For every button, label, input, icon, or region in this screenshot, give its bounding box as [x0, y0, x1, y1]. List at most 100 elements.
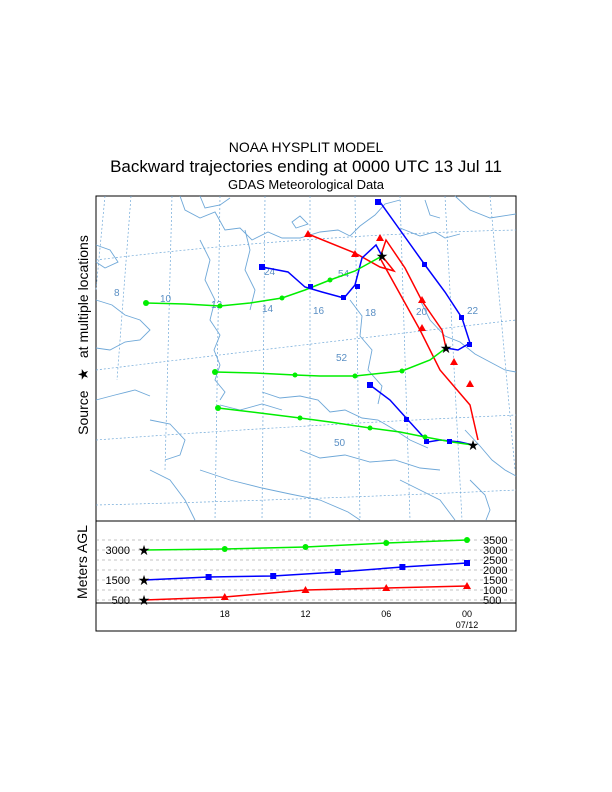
- red-marker: [450, 358, 458, 365]
- time-tick-label: 06: [381, 609, 391, 619]
- date-label: 07/12: [456, 620, 479, 630]
- right-height-tick: 2000: [483, 565, 507, 577]
- height-frame: [95, 520, 517, 632]
- start-star-icon: ★: [138, 592, 151, 608]
- lat-label: 50: [334, 438, 346, 449]
- green-marker: [367, 425, 373, 431]
- lat-label: 52: [336, 353, 348, 364]
- blue-marker: [424, 439, 429, 444]
- red-marker: [466, 380, 474, 387]
- left-height-ticks: 3000 1500 500: [106, 545, 130, 607]
- height-point: [382, 584, 391, 591]
- height-series: ★ ★ ★: [138, 537, 471, 608]
- height-point: [205, 574, 212, 580]
- source-star-icon: ★: [467, 437, 480, 453]
- blue-marker: [308, 284, 313, 289]
- red-marker: [351, 250, 359, 257]
- red-marker: [418, 324, 426, 331]
- blue-marker: [355, 284, 360, 289]
- coastlines-and-borders: [95, 195, 517, 521]
- red-marker: [376, 234, 384, 241]
- chart-title: Backward trajectories ending at 0000 UTC…: [110, 157, 502, 176]
- blue-marker: [467, 342, 472, 347]
- red-marker: [418, 296, 426, 303]
- lon-label: 8: [114, 288, 120, 299]
- red-marker: [304, 230, 312, 237]
- trajectory-blue-north: [261, 243, 383, 299]
- green-marker: [217, 303, 223, 309]
- blue-marker: [422, 262, 427, 267]
- trajectory-lines: [145, 201, 479, 446]
- source-text: Source: [75, 390, 91, 435]
- height-point: [383, 540, 390, 546]
- map-grid: [95, 195, 517, 521]
- right-height-tick: 1000: [483, 585, 507, 597]
- source-star-icon: ★: [75, 368, 91, 381]
- height-point: [464, 537, 470, 543]
- height-point: [464, 560, 470, 566]
- right-height-tick: 1500: [483, 575, 507, 587]
- blue-marker: [459, 315, 464, 320]
- lon-label: 16: [313, 306, 325, 317]
- lon-label: 20: [416, 307, 428, 318]
- green-marker: [327, 277, 333, 283]
- green-marker: [143, 300, 149, 306]
- blue-marker: [375, 199, 381, 205]
- lon-label: 18: [365, 308, 377, 319]
- trajectory-red-north: [307, 233, 397, 273]
- green-marker: [352, 373, 358, 379]
- green-marker: [279, 295, 285, 301]
- height-axis-label: Meters AGL: [74, 525, 90, 599]
- trajectory-green-south: [217, 407, 474, 446]
- height-point: [334, 569, 341, 575]
- height-point: [399, 564, 406, 570]
- right-height-tick: 3000: [483, 545, 507, 557]
- met-data-label: GDAS Meteorological Data: [228, 177, 385, 192]
- right-height-tick: 500: [483, 595, 501, 607]
- model-title: NOAA HYSPLIT MODEL: [229, 139, 384, 155]
- left-height-tick: 3000: [106, 545, 130, 557]
- green-marker: [215, 405, 221, 411]
- height-point: [301, 586, 310, 593]
- source-multiple-text: at multiple locations: [75, 235, 91, 358]
- lon-label: 24: [264, 267, 276, 278]
- time-tick-label: 18: [220, 609, 230, 619]
- svg-text:Source ★ at multip: Source ★ at multiple locations: [75, 235, 91, 435]
- blue-marker: [367, 382, 373, 388]
- height-point: [220, 593, 229, 600]
- lon-label: 10: [160, 294, 172, 305]
- green-marker: [399, 368, 405, 374]
- map-panel: 8 10 12 14 16 18 20 22 24 54 52 50: [95, 195, 517, 522]
- start-star-icon: ★: [138, 542, 151, 558]
- source-star-icon: ★: [376, 248, 389, 264]
- height-gridlines: [96, 539, 516, 601]
- trajectory-red-mid: [379, 238, 479, 441]
- blue-marker: [447, 439, 452, 444]
- green-marker: [212, 369, 218, 375]
- green-marker: [422, 434, 428, 440]
- lon-label: 14: [262, 304, 274, 315]
- blue-marker: [259, 264, 265, 270]
- right-height-tick: 3500: [483, 535, 507, 547]
- map-frame: [95, 195, 517, 522]
- lon-label: 22: [467, 306, 479, 317]
- height-point: [270, 573, 277, 579]
- height-point: [463, 582, 471, 589]
- trajectory-green-mid: [214, 347, 447, 377]
- blue-marker: [404, 417, 409, 422]
- blue-marker: [341, 295, 346, 300]
- time-tick-label: 12: [300, 609, 310, 619]
- height-point: [221, 546, 228, 552]
- source-star-icon: ★: [440, 340, 453, 356]
- left-height-tick: 1500: [106, 575, 130, 587]
- green-marker: [292, 372, 298, 378]
- time-ticks: 18 12 06 00: [220, 609, 472, 619]
- trajectory-markers: ★ ★ ★: [143, 199, 479, 453]
- right-height-tick: 2500: [483, 555, 507, 567]
- left-height-tick: 500: [112, 595, 130, 607]
- trajectory-blue-mid: [379, 201, 471, 351]
- time-tick-label: 00: [462, 609, 472, 619]
